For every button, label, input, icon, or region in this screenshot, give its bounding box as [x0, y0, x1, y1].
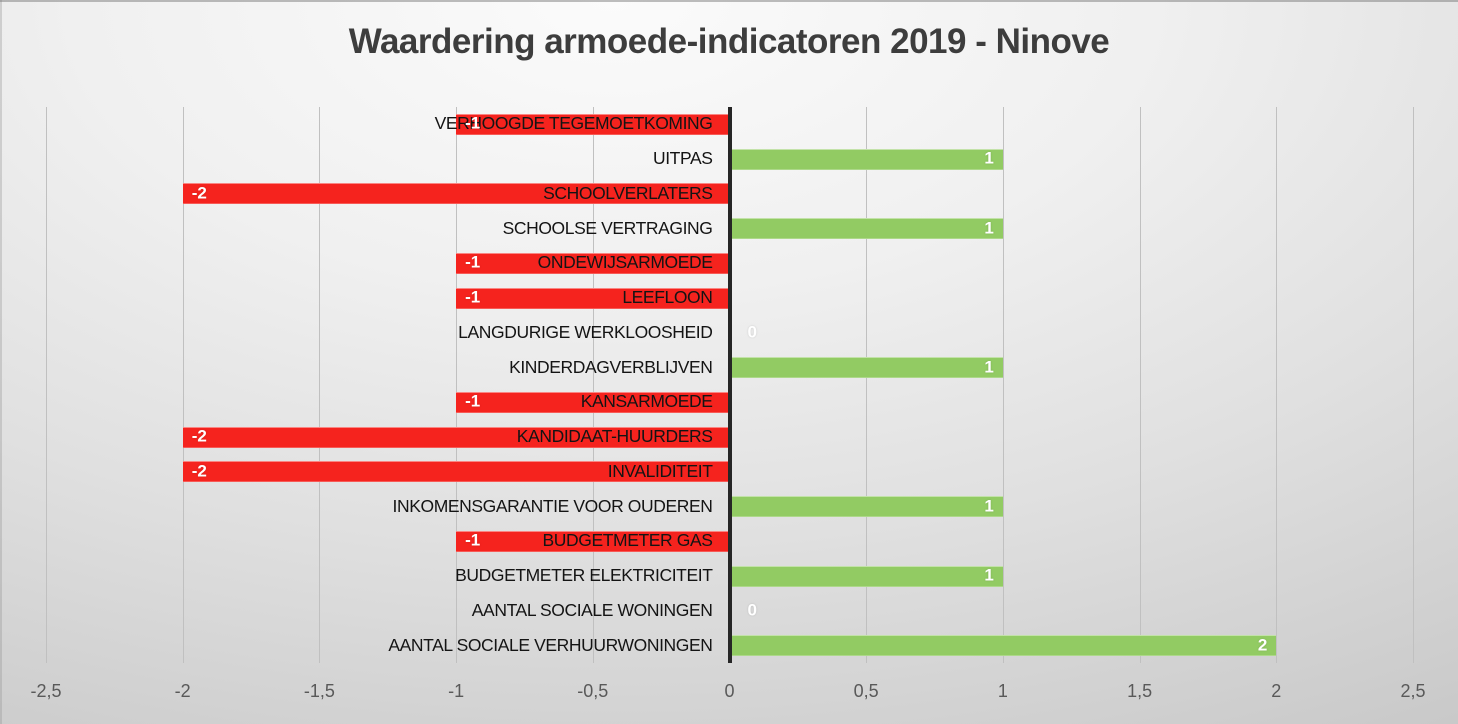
gridline: [592, 107, 594, 663]
category-bar: [729, 565, 1003, 587]
zero-axis-line: [727, 107, 732, 663]
category-bar: [729, 218, 1003, 240]
category-label: BUDGETMETER GAS: [542, 530, 713, 551]
category-bar: [729, 357, 1003, 379]
value-label: 1: [984, 218, 994, 238]
category-label: SCHOOLSE VERTRAGING: [502, 217, 713, 238]
category-bar: [456, 252, 730, 274]
category-label: LEEFLOON: [622, 287, 713, 308]
x-tick-label: 0,5: [853, 681, 879, 701]
value-label: 1: [984, 565, 994, 585]
category-bar: [456, 287, 730, 309]
x-tick-label: 1,5: [1127, 681, 1153, 701]
x-tick-label: 0: [724, 681, 735, 701]
category-bar: [182, 461, 730, 483]
gridline: [182, 107, 184, 663]
value-label: -1: [465, 391, 481, 411]
category-bar: [456, 113, 730, 135]
category-label: VERHOOGDE TEGEMOETKOMING: [434, 113, 713, 134]
category-label: UITPAS: [652, 148, 713, 169]
category-bar: [729, 148, 1003, 170]
category-bar: [729, 496, 1003, 518]
category-label: AANTAL SOCIALE VERHUURWONINGEN: [388, 634, 713, 655]
value-label: 0: [747, 322, 757, 342]
x-tick-label: -2: [174, 681, 191, 701]
value-label: 0: [747, 600, 757, 620]
gridline: [1276, 107, 1278, 663]
category-bar: [182, 183, 730, 205]
category-label: SCHOOLVERLATERS: [543, 182, 713, 203]
value-label: -2: [191, 183, 207, 203]
value-label: 1: [984, 357, 994, 377]
x-tick-label: -1,5: [303, 681, 335, 701]
value-label: -1: [465, 113, 481, 133]
category-label: AANTAL SOCIALE WONINGEN: [471, 599, 713, 620]
value-label: -1: [465, 252, 481, 272]
category-bar: [456, 530, 730, 552]
chart-title: Waardering armoede-indicatoren 2019 - Ni…: [348, 22, 1110, 61]
x-tick-label: -1: [448, 681, 465, 701]
value-label: 1: [984, 496, 994, 516]
gridline: [866, 107, 868, 663]
x-tick-label: 2: [1271, 681, 1282, 701]
gridline: [1002, 107, 1004, 663]
gridline: [456, 107, 458, 663]
category-bar: [729, 635, 1277, 657]
value-label: -2: [191, 461, 207, 481]
gridline: [319, 107, 321, 663]
gridline: [1139, 107, 1141, 663]
value-label: 1: [984, 148, 994, 168]
category-bar: [182, 426, 730, 448]
category-label: KANDIDAAT-HUURDERS: [516, 426, 713, 447]
category-label: INKOMENSGARANTIE VOOR OUDEREN: [392, 495, 713, 516]
category-label: KANSARMOEDE: [580, 391, 713, 412]
category-label: INVALIDITEIT: [607, 460, 713, 481]
gridline: [46, 107, 47, 663]
value-label: -1: [465, 287, 481, 307]
x-tick-label: -2,5: [30, 681, 62, 701]
x-tick-label: 2,5: [1400, 681, 1426, 701]
value-label: 2: [1257, 635, 1268, 655]
value-label: -1: [465, 530, 481, 550]
category-label: BUDGETMETER ELEKTRICITEIT: [455, 565, 713, 586]
category-label: ONDEWIJSARMOEDE: [537, 252, 713, 273]
value-label: -2: [191, 426, 207, 446]
category-label: LANGDURIGE WERKLOOSHEID: [458, 321, 713, 342]
x-tick-label: 1: [997, 681, 1008, 701]
category-bar: [456, 391, 730, 413]
gridline: [1413, 107, 1414, 663]
category-label: KINDERDAGVERBLIJVEN: [509, 356, 713, 377]
x-tick-label: -0,5: [577, 681, 609, 701]
